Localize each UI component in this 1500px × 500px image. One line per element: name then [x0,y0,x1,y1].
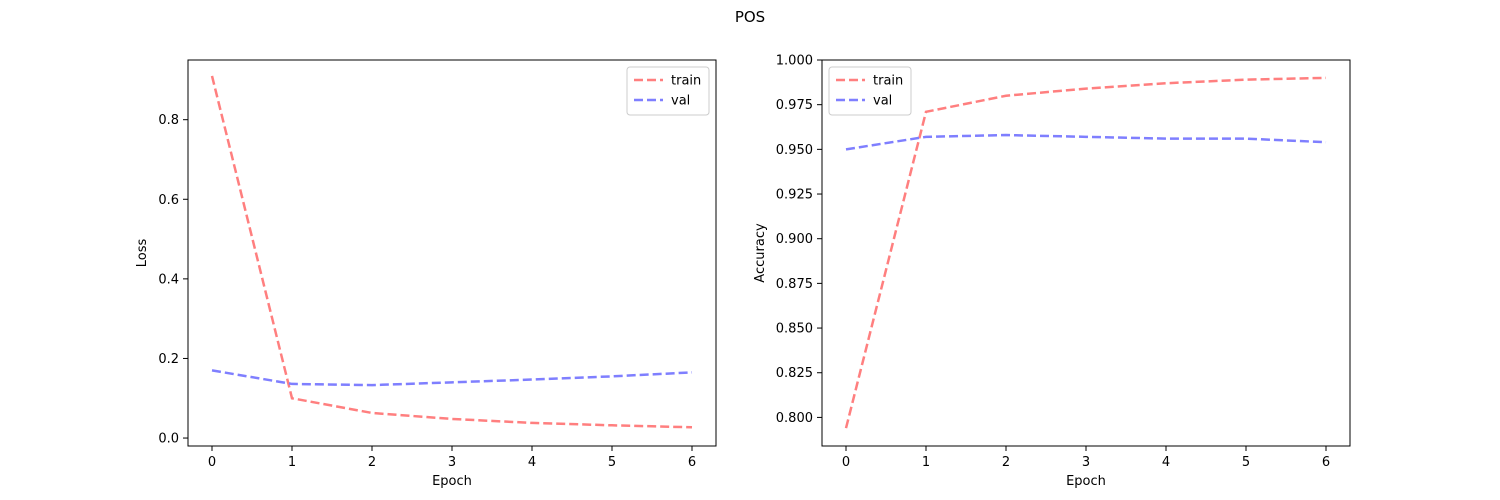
accuracy-chart: 0 1 2 3 4 5 6 0.800 0.825 0.850 0.875 0.900 0.925 0.9… [753,54,1351,489]
chart0-x-tick-label: 2 [368,455,376,470]
chart0-y-tick-label: 0.4 [158,272,179,287]
chart0-x-tick-label: 3 [448,455,456,470]
figure-title: POS [735,8,765,26]
chart1-y-axis-label: Accuracy [753,223,768,283]
chart1-legend-label-val: val [873,94,892,109]
chart0-legend-label-val: val [671,94,690,109]
chart1-legend-label-train: train [873,74,903,89]
chart1-x-tick-label: 3 [1082,455,1090,470]
chart0-x-tick-label: 4 [528,455,536,470]
chart1-x-tick-label: 5 [1242,455,1250,470]
chart0-y-tick-label: 0.0 [158,432,179,447]
chart0-y-tick-label: 0.6 [158,193,179,208]
chart1-series-line-val [845,133,1327,151]
chart0-x-tick-label: 6 [688,455,696,470]
chart1-x-tick-label: 6 [1322,455,1330,470]
chart1-y-tick-label: 0.975 [776,98,813,113]
chart0-y-axis-label: Loss [135,239,150,268]
chart1-legend: train val [828,66,912,116]
chart1-x-axis-label: Epoch [1066,474,1106,489]
chart0-x-tick-label: 5 [608,455,616,470]
chart0-series-line-val [211,369,693,387]
chart0-series-line-train [210,75,693,429]
chart0-x-tick-label: 1 [288,455,296,470]
chart1-y-tick-label: 0.850 [776,322,813,337]
chart0-legend-label-train: train [671,74,701,89]
chart0-x-axis-label: Epoch [432,474,472,489]
chart0-x-tick-label: 0 [208,455,216,470]
chart1-x-tick-label: 4 [1162,455,1170,470]
chart1-y-tick-label: 0.950 [776,143,813,158]
chart1-x-tick-label: 2 [1002,455,1010,470]
chart1-y-tick-label: 1.000 [776,54,813,69]
chart1-y-tick-label: 0.875 [776,277,813,292]
chart1-x-tick-label: 0 [842,455,850,470]
chart0-y-tick-label: 0.2 [158,352,179,367]
chart1-y-tick-label: 0.825 [776,366,813,381]
chart1-y-tick-label: 0.925 [776,188,813,203]
chart0-legend: train val [626,66,710,116]
chart1-series-line-train [844,76,1327,429]
chart1-y-tick-label: 0.800 [776,411,813,426]
chart1-x-tick-label: 1 [922,455,930,470]
chart1-y-tick-label: 0.900 [776,232,813,247]
chart0-y-tick-label: 0.8 [158,113,179,128]
loss-chart: 0 1 2 3 4 5 6 0.0 0.2 0.4 0.6 0.8 Epoch Loss train val [135,59,717,489]
